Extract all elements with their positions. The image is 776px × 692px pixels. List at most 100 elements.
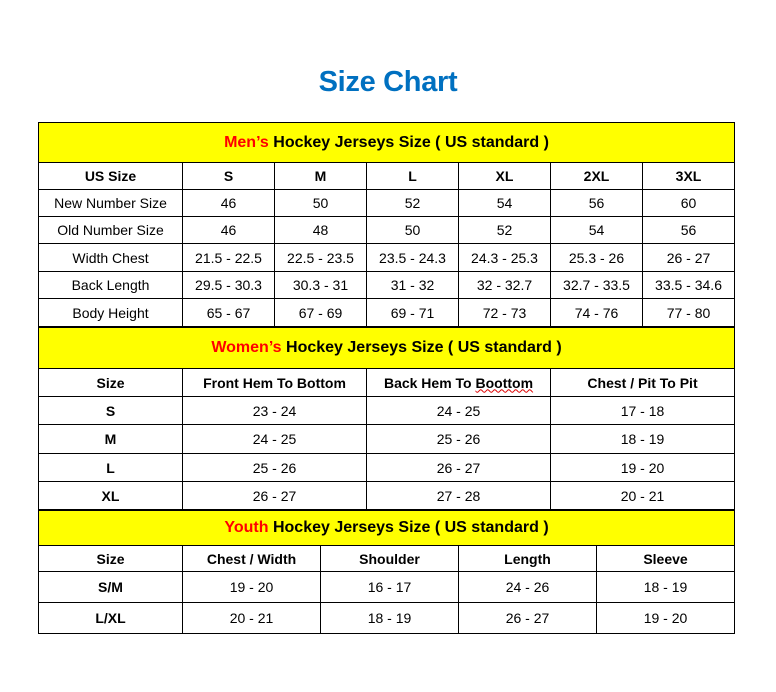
column-header: Front Hem To Bottom (182, 368, 367, 397)
column-header: S (182, 162, 275, 190)
column-header-label: 2XL (583, 168, 610, 184)
row-label: Back Length (38, 271, 183, 299)
column-header-label: 3XL (675, 168, 702, 184)
table-row: Body Height 65 - 67 67 - 69 69 - 71 72 - 73 7… (38, 298, 736, 327)
table-cell: 50 (366, 216, 459, 244)
table-cell: 74 - 76 (550, 298, 643, 327)
table-cell: 23.5 - 24.3 (366, 243, 459, 272)
table-cell: 69 - 71 (366, 298, 459, 327)
table-cell: 25 - 26 (366, 424, 551, 454)
table-cell: 24.3 - 25.3 (458, 243, 551, 272)
table-cell: 29.5 - 30.3 (182, 271, 275, 299)
women-heading-prefix: Women’s (211, 339, 282, 356)
table-cell: 30.3 - 31 (274, 271, 367, 299)
table-cell: 46 (182, 216, 275, 244)
column-header-label: US Size (84, 168, 137, 184)
table-cell: 19 - 20 (549, 453, 736, 482)
table-cell: 27 - 28 (366, 481, 551, 510)
table-cell: 52 (366, 189, 459, 217)
column-header: Chest / Pit To Pit (549, 368, 736, 397)
row-label: L (38, 453, 183, 482)
table-cell: 31 - 32 (366, 271, 459, 299)
youth-size-table: Youth Hockey Jerseys Size ( US standard … (37, 510, 736, 634)
page-title: Size Chart (318, 66, 458, 98)
row-label: XL (38, 481, 183, 510)
row-label: M (38, 424, 183, 454)
men-heading-row: Men’s Hockey Jerseys Size ( US standard … (37, 122, 736, 163)
women-heading-row: Women’s Hockey Jerseys Size ( US standar… (37, 327, 736, 369)
column-header: L (366, 162, 459, 190)
column-header-label: Shoulder (359, 550, 420, 567)
youth-heading-text: Hockey Jerseys Size ( US standard ) (268, 519, 549, 536)
table-cell: 72 - 73 (458, 298, 551, 327)
table-row: M 24 - 25 25 - 26 18 - 19 (38, 424, 736, 454)
table-cell: 19 - 20 (595, 602, 736, 634)
men-heading-prefix: Men’s (224, 133, 269, 151)
table-cell: 24 - 26 (458, 571, 597, 603)
column-header: M (274, 162, 367, 190)
column-header-label: M (314, 168, 327, 184)
table-cell: 18 - 19 (595, 571, 736, 603)
column-header: 3XL (641, 162, 736, 190)
table-cell: 46 (182, 189, 275, 217)
column-header-label: XL (495, 168, 514, 184)
row-label: Old Number Size (38, 216, 183, 244)
table-cell: 21.5 - 22.5 (182, 243, 275, 272)
table-cell: 50 (274, 189, 367, 217)
table-row: Old Number Size 46 48 50 52 54 56 (38, 216, 736, 244)
men-heading-text: Hockey Jerseys Size ( US standard ) (268, 133, 549, 151)
table-cell: 48 (274, 216, 367, 244)
table-cell: 25 - 26 (182, 453, 367, 482)
column-header-label: Size (96, 374, 125, 391)
table-cell: 52 (458, 216, 551, 244)
column-header: Length (458, 545, 597, 572)
column-header-label: S (223, 168, 234, 184)
column-header: Chest / Width (182, 545, 321, 572)
table-row: Width Chest 21.5 - 22.5 22.5 - 23.5 23.5 - … (38, 243, 736, 272)
size-chart: Men’s Hockey Jerseys Size ( US standard … (37, 122, 736, 634)
spellcheck-underline: Boottom (475, 374, 534, 391)
column-header-label: Size (96, 550, 125, 567)
table-cell: 19 - 20 (182, 571, 321, 603)
table-cell: 65 - 67 (182, 298, 275, 327)
table-row: S/M 19 - 20 16 - 17 24 - 26 18 - 19 (38, 571, 736, 603)
table-cell: 20 - 21 (549, 481, 736, 510)
table-cell: 56 (550, 189, 643, 217)
column-header: Sleeve (595, 545, 736, 572)
table-row: L 25 - 26 26 - 27 19 - 20 (38, 453, 736, 482)
column-header-label: Length (504, 550, 551, 567)
youth-heading-prefix: Youth (224, 519, 269, 536)
row-label: S (38, 396, 183, 425)
table-cell: 54 (458, 189, 551, 217)
column-header: Size (38, 368, 183, 397)
column-header: 2XL (550, 162, 643, 190)
column-header: Shoulder (320, 545, 459, 572)
table-cell: 26 - 27 (366, 453, 551, 482)
column-header-label: L (408, 168, 417, 184)
men-size-table: Men’s Hockey Jerseys Size ( US standard … (37, 122, 736, 327)
column-header: Back Hem To Boottom (366, 368, 551, 397)
column-header: Size (38, 545, 183, 572)
youth-heading-row: Youth Hockey Jerseys Size ( US standard … (37, 510, 736, 546)
column-header: XL (458, 162, 551, 190)
table-row: XL 26 - 27 27 - 28 20 - 21 (38, 481, 736, 510)
table-cell: 18 - 19 (320, 602, 459, 634)
youth-heading: Youth Hockey Jerseys Size ( US standard … (37, 510, 736, 546)
table-cell: 22.5 - 23.5 (274, 243, 367, 272)
column-header-row: US Size S M L XL 2XL 3XL (38, 162, 736, 190)
row-label: L/XL (38, 602, 183, 634)
column-header-row: Size Front Hem To Bottom Back Hem To Boott… (38, 368, 736, 397)
table-row: New Number Size 46 50 52 54 56 60 (38, 189, 736, 217)
table-cell: 23 - 24 (182, 396, 367, 425)
column-header-label: Sleeve (643, 550, 688, 567)
table-cell: 24 - 25 (366, 396, 551, 425)
row-label: New Number Size (38, 189, 183, 217)
table-cell: 67 - 69 (274, 298, 367, 327)
table-cell: 33.5 - 34.6 (641, 271, 736, 299)
column-header: US Size (38, 162, 183, 190)
row-label: S/M (38, 571, 183, 603)
women-heading: Women’s Hockey Jerseys Size ( US standar… (37, 327, 736, 369)
table-cell: 56 (641, 216, 736, 244)
table-cell: 17 - 18 (549, 396, 736, 425)
table-cell: 54 (550, 216, 643, 244)
